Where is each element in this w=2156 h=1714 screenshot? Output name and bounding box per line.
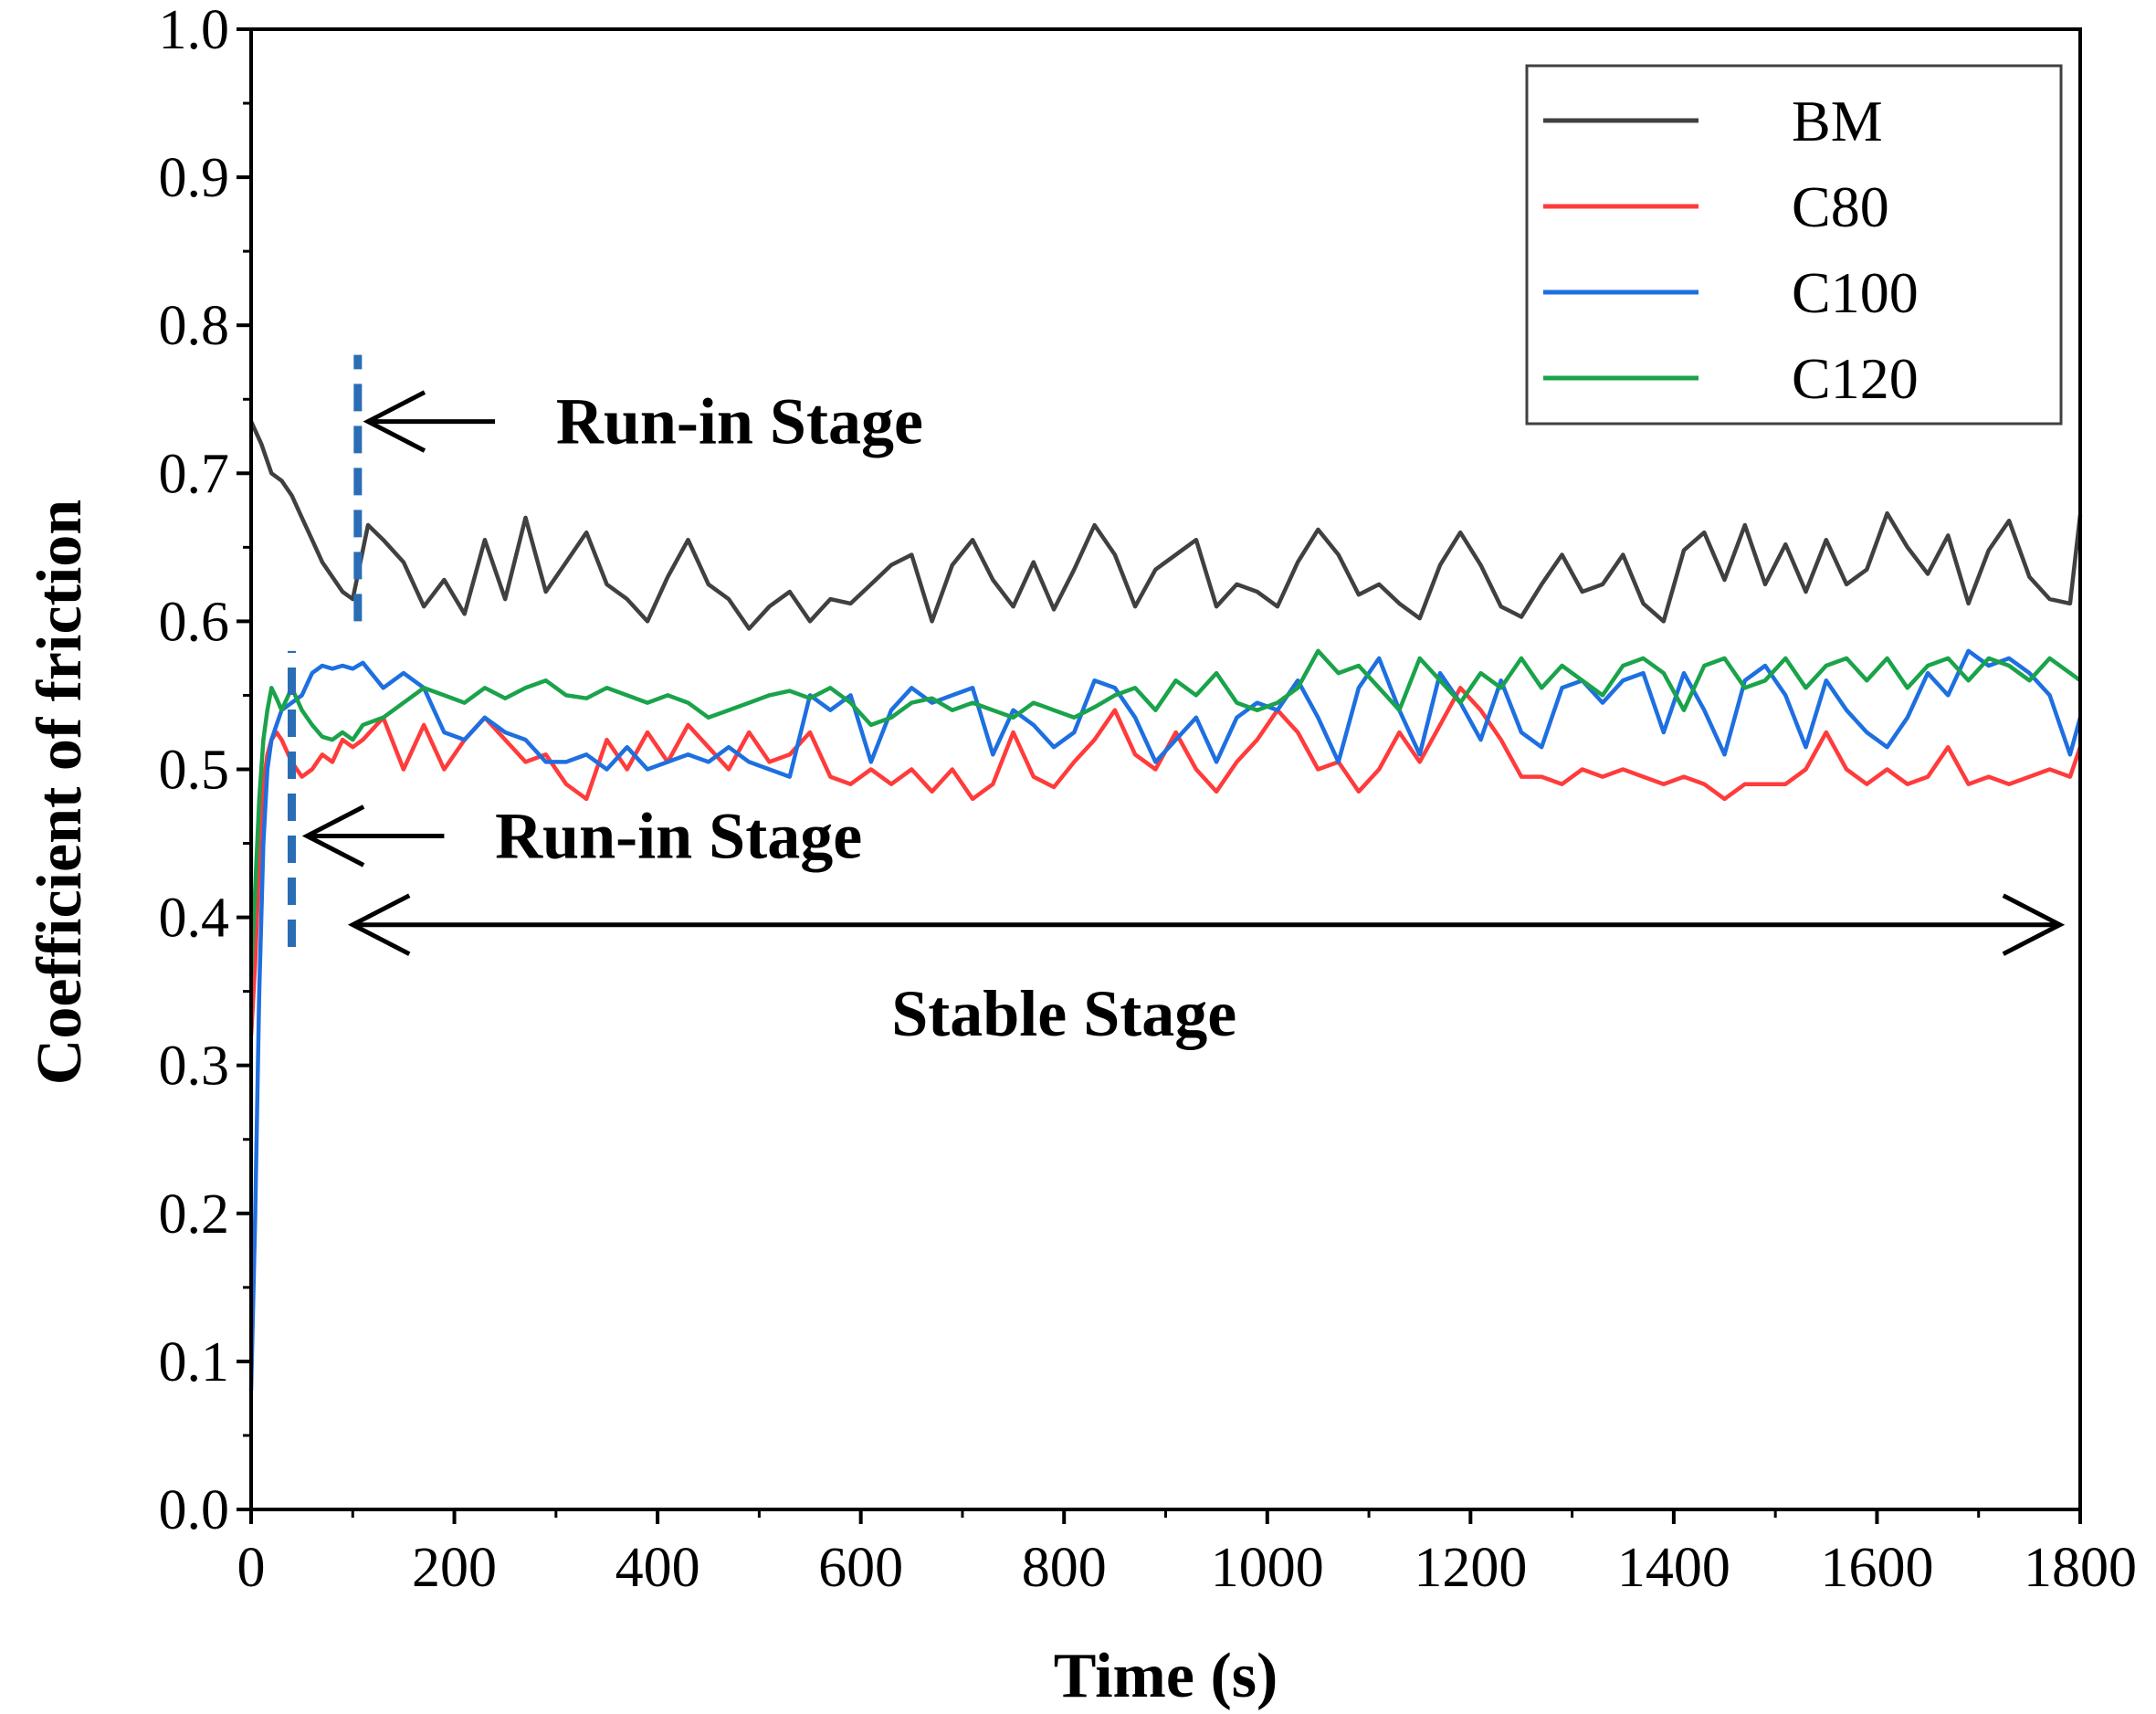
run-in-stage-upper-label: Run-in Stage — [556, 385, 923, 458]
y-tick-label: 0.7 — [159, 443, 230, 505]
series-line-c120 — [248, 648, 2082, 977]
y-axis-ticks: 0.0 0.1 0.2 0.3 0.4 0.5 0.6 0.7 0.8 0.9 1.0 — [159, 0, 251, 1541]
y-tick-label: 0.4 — [159, 888, 230, 950]
legend-label-c120: C120 — [1792, 346, 1919, 411]
y-tick-label: 0.3 — [159, 1036, 230, 1098]
x-tick-label: 1200 — [1414, 1537, 1527, 1599]
x-tick-label: 1600 — [1820, 1537, 1933, 1599]
series-layer — [248, 420, 2083, 1392]
run-in-stage-lower-label: Run-in Stage — [495, 799, 862, 872]
x-tick-label: 1800 — [2024, 1537, 2137, 1599]
y-tick-label: 0.1 — [159, 1331, 230, 1393]
x-tick-label: 400 — [615, 1537, 700, 1599]
y-tick-label: 0.9 — [159, 147, 230, 209]
y-tick-label: 1.0 — [159, 0, 230, 61]
y-tick-label: 0.6 — [159, 591, 230, 653]
stable-stage-arrow-head-right — [2002, 893, 2066, 956]
x-tick-label: 200 — [412, 1537, 497, 1599]
x-axis-ticks: 0 200 400 600 800 1000 1200 1400 1600 1800 — [237, 1509, 2137, 1599]
y-tick-label: 0.0 — [159, 1479, 230, 1541]
x-tick-label: 1000 — [1211, 1537, 1324, 1599]
series-line-c80 — [248, 686, 2083, 1036]
run-in-stage-lower-arrow-head — [301, 804, 365, 868]
legend: BM C80 C100 C120 — [1525, 64, 2063, 426]
legend-label-bm: BM — [1792, 89, 1883, 153]
annotation-layer — [288, 354, 2066, 956]
legend-label-c100: C100 — [1792, 260, 1919, 325]
x-axis-title: Time (s) — [1054, 1641, 1278, 1711]
x-tick-label: 1400 — [1617, 1537, 1730, 1599]
series-line-c100 — [248, 648, 2083, 1392]
legend-label-c80: C80 — [1792, 174, 1889, 239]
series-line-bm — [248, 420, 2083, 631]
stable-stage-label: Stable Stage — [891, 977, 1236, 1050]
x-tick-label: 0 — [237, 1537, 266, 1599]
y-axis-title: Coefficient of friction — [25, 499, 95, 1085]
x-tick-label: 600 — [818, 1537, 903, 1599]
y-tick-label: 0.5 — [159, 740, 230, 802]
x-tick-label: 800 — [1022, 1537, 1107, 1599]
run-in-stage-upper-arrow-head — [363, 390, 426, 453]
y-tick-label: 0.2 — [159, 1183, 230, 1246]
y-tick-label: 0.8 — [159, 295, 230, 357]
stable-stage-arrow-head-left — [347, 893, 411, 956]
legend-box — [1525, 64, 2063, 426]
